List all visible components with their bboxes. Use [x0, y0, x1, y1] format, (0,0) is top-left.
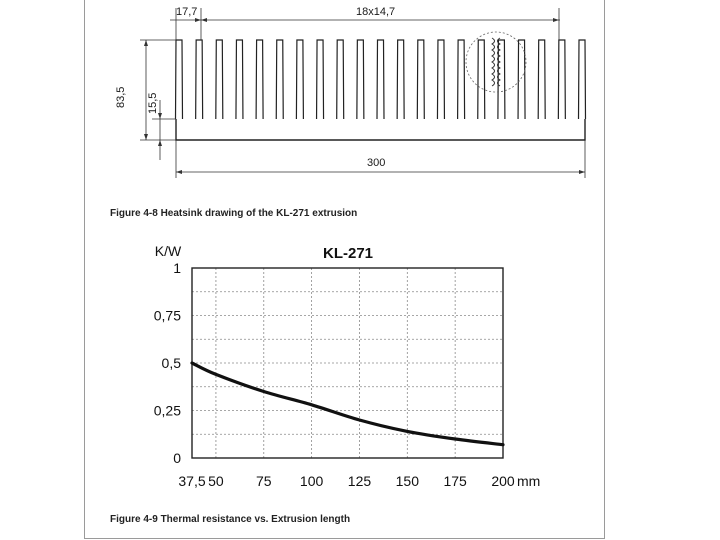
y-tick-label: 0,25 [154, 403, 181, 419]
heatsink-fin [275, 39, 284, 120]
figure-4-9-caption: Figure 4-9 Thermal resistance vs. Extrus… [110, 514, 351, 525]
heatsink-fin [436, 39, 446, 120]
x-tick-label: 37,5 [178, 473, 205, 489]
y-tick-label: 0,5 [162, 355, 182, 371]
y-tick-labels: 0 0,25 0,5 0,75 1 [154, 260, 181, 466]
x-tick-label: 100 [300, 473, 324, 489]
heatsink-fin [195, 39, 204, 120]
heatsink-fin [537, 39, 546, 120]
y-axis-label: K/W [155, 243, 182, 259]
heatsink-fin [356, 39, 365, 120]
x-axis-unit: mm [517, 473, 540, 489]
heatsink-fin [174, 39, 184, 120]
y-tick-label: 1 [173, 260, 181, 276]
heatsink-fin [497, 39, 506, 120]
heatsink-fin [376, 39, 385, 120]
dim-fin-pitch: 18x14,7 [356, 6, 395, 18]
x-tick-label: 50 [208, 473, 224, 489]
heatsink-fin [235, 39, 244, 120]
page-frame [84, 0, 605, 539]
heatsink-fin [416, 39, 425, 120]
heatsink-fin [577, 39, 587, 120]
heatsink-base [175, 119, 586, 141]
x-tick-labels: 37,5 50 75 100 125 150 175 200 [178, 473, 515, 489]
heatsink-fin [517, 39, 526, 120]
dim-base: 15,5 [147, 93, 159, 114]
dim-width: 300 [367, 157, 385, 169]
x-tick-label: 125 [348, 473, 372, 489]
figure-4-8-caption: Figure 4-8 Heatsink drawing of the KL-27… [110, 208, 358, 219]
fin-detail-circle [465, 31, 527, 93]
chart-title: KL-271 [323, 245, 373, 262]
x-tick-label: 75 [256, 473, 272, 489]
heatsink-fin [315, 39, 325, 120]
heatsink-fin [255, 39, 264, 120]
serrated-fin-detail [491, 37, 501, 87]
y-tick-label: 0,75 [154, 308, 181, 324]
y-tick-label: 0 [173, 450, 181, 466]
chart-grid [192, 268, 503, 458]
heatsink-fins [174, 39, 587, 120]
heatsink-fin [215, 39, 224, 120]
x-tick-label: 200 [491, 473, 515, 489]
heatsink-fin [336, 39, 345, 120]
x-tick-label: 150 [396, 473, 420, 489]
x-tick-label: 175 [443, 473, 467, 489]
dim-fin-offset: 17,7 [176, 6, 197, 18]
dim-height: 83,5 [115, 87, 127, 108]
heatsink-fin [557, 39, 566, 120]
heatsink-fin [295, 39, 304, 120]
heatsink-fin [396, 39, 405, 120]
series-line [190, 361, 505, 447]
heatsink-fin [477, 39, 486, 120]
heatsink-fin [457, 39, 466, 120]
